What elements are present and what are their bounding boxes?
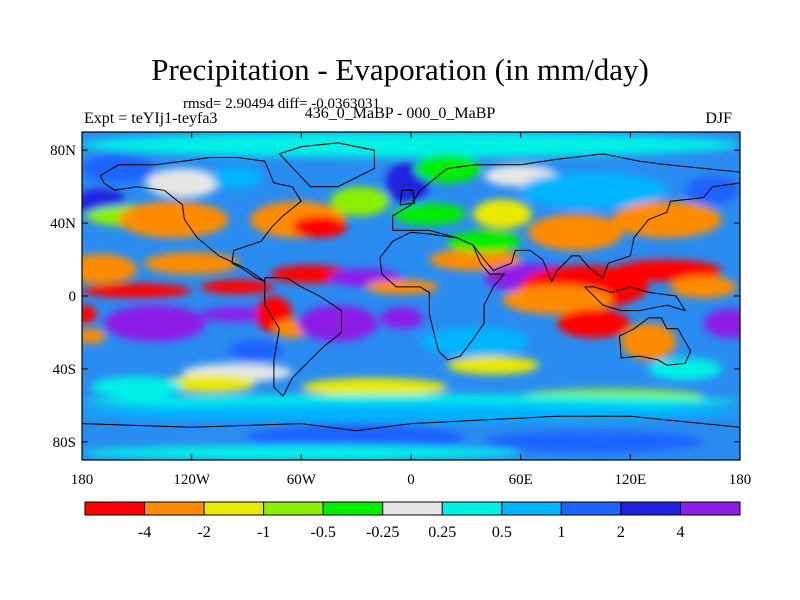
colorbar-label: -0.25: [366, 524, 399, 541]
field-region-30: [612, 259, 722, 282]
colorbar-label: -2: [197, 524, 210, 541]
x-tick-label: 180: [71, 472, 94, 488]
x-tick-label: 60W: [287, 472, 317, 488]
y-tick-label: 40N: [50, 216, 76, 232]
field-region-34: [82, 328, 106, 344]
coastline-1: [264, 277, 342, 398]
colorbar-box-0: [84, 501, 146, 516]
field-region-47: [621, 323, 677, 360]
field-region-54: [82, 403, 740, 422]
coastline-2: [392, 153, 740, 283]
colorbar-box-3: [263, 501, 324, 516]
field-region-22: [200, 279, 274, 295]
coastline-8: [82, 415, 740, 432]
colorbar-box-1: [144, 501, 205, 516]
colorbar-box-7: [501, 501, 562, 516]
colorbar-box-9: [620, 501, 681, 516]
chart-subtitle: rmsd= 2.90494 diff= -0.0363031: [183, 96, 381, 112]
field-region-41: [297, 305, 379, 342]
coastline-4: [618, 317, 692, 366]
field-region-27: [447, 230, 521, 253]
field-region-0: [82, 132, 740, 158]
field-region-35: [200, 306, 274, 322]
colorbar-box-2: [203, 501, 265, 516]
field-region-55: [246, 423, 466, 453]
field-region-12: [392, 203, 466, 225]
field-region-46: [557, 308, 631, 338]
field-region-18: [473, 199, 532, 229]
x-axis: 180 120W 60W 0 60E 120E 180: [71, 132, 752, 488]
field-region-44: [447, 356, 539, 375]
y-tick-label: 80S: [53, 435, 76, 451]
colorbar-box-5: [382, 501, 443, 516]
coastline-layer: [82, 142, 740, 432]
field-region-50: [301, 378, 448, 397]
period-label: 436_0_MaBP - 000_0_MaBP: [304, 105, 496, 122]
colorbar-box-8: [560, 501, 622, 516]
field-layer: [82, 132, 740, 460]
field-region-45: [502, 285, 613, 315]
coastline-5: [278, 142, 375, 188]
colorbar-label: 4: [676, 524, 684, 541]
season-label: DJF: [705, 110, 732, 127]
field-region-31: [670, 275, 737, 298]
colorbar-label: 0.5: [492, 524, 512, 541]
coastline-6: [399, 189, 416, 206]
x-tick-label: 0: [407, 472, 415, 488]
coastline-3: [379, 231, 506, 361]
field-region-5: [145, 168, 220, 198]
field-region-56: [484, 430, 704, 453]
x-tick-label: 120E: [614, 472, 646, 488]
colorbar-label: -1: [257, 524, 270, 541]
x-tick-label: 60E: [509, 472, 533, 488]
field-region-4: [118, 201, 229, 238]
colorbar-box-6: [441, 501, 503, 516]
field-region-20: [144, 252, 240, 275]
field-region-9: [330, 186, 390, 216]
field-region-48: [703, 308, 740, 338]
field-region-33: [82, 305, 97, 324]
coastline-7: [584, 286, 687, 312]
chart-title: Precipitation - Evaporation (in mm/day): [151, 52, 649, 87]
field-region-38: [228, 339, 284, 362]
field-region-8: [292, 215, 348, 238]
y-tick-label: 0: [69, 289, 77, 305]
colorbar-box-10: [679, 501, 741, 516]
colorbar-label: -0.5: [311, 524, 336, 541]
colorbar-label: 2: [617, 524, 625, 541]
colorbar-label: 0.25: [428, 524, 456, 541]
x-tick-label: 180: [729, 472, 752, 488]
field-region-6: [211, 166, 263, 189]
field-region-21: [82, 283, 192, 298]
field-region-43: [420, 326, 530, 357]
field-region-19: [82, 254, 137, 284]
field-region-32: [103, 305, 207, 342]
y-axis: 80N 40N 0 40S 80S: [50, 143, 740, 451]
coastline-0: [99, 157, 302, 282]
field-region-40: [164, 374, 256, 393]
x-tick-label: 120W: [173, 472, 211, 488]
colorbar-box-4: [322, 501, 384, 516]
colorbar-label: 1: [557, 524, 565, 541]
y-tick-label: 80N: [50, 143, 76, 159]
field-region-52: [91, 376, 183, 399]
field-region-49: [648, 357, 722, 380]
field-region-1: [82, 153, 156, 184]
colorbar: -4 -2 -1 -0.5 -0.25 0.25 0.5 1 2 4: [84, 501, 741, 541]
field-region-14: [520, 172, 667, 209]
field-region-17: [685, 175, 740, 205]
field-region-16: [612, 201, 722, 238]
experiment-label: Expt = teYIj1-teyfa3: [84, 110, 218, 127]
field-region-42: [379, 306, 424, 329]
field-region-15: [527, 214, 624, 251]
field-region-26: [429, 248, 521, 271]
colorbar-label: -4: [138, 524, 151, 541]
y-tick-label: 40S: [53, 362, 76, 378]
